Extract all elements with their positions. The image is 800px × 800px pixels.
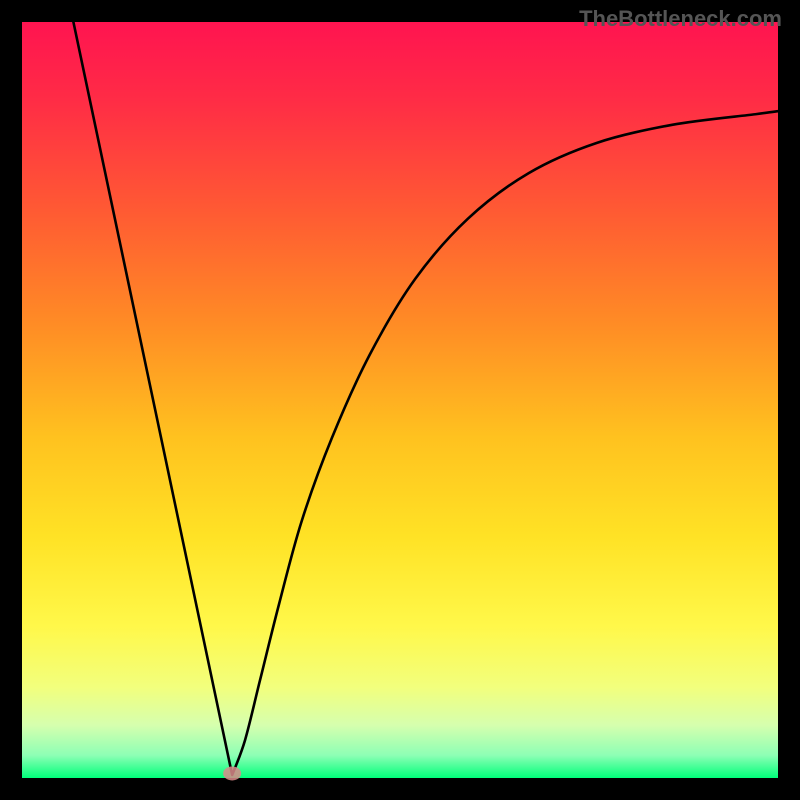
bottleneck-chart <box>0 0 800 800</box>
watermark-text: TheBottleneck.com <box>579 6 782 32</box>
valley-marker <box>223 766 241 780</box>
plot-background <box>22 22 778 778</box>
chart-container: TheBottleneck.com <box>0 0 800 800</box>
